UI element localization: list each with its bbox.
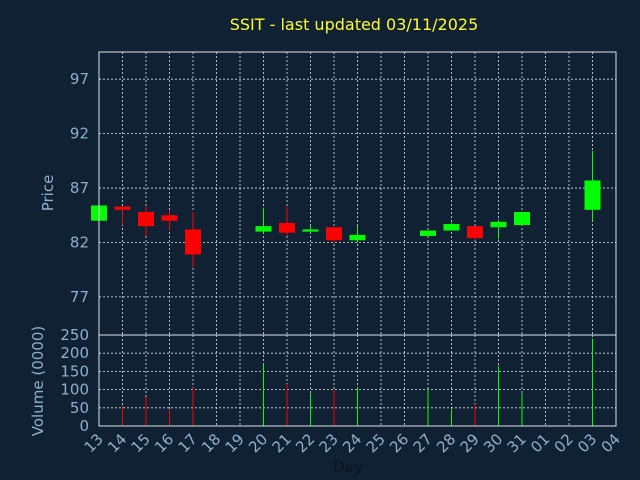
candle-body xyxy=(584,180,601,210)
x-tick-label: 28 xyxy=(433,430,459,456)
x-tick-label: 21 xyxy=(269,430,295,456)
x-tick-label: 17 xyxy=(175,430,201,456)
volume-plot-frame xyxy=(98,334,617,427)
candle-body xyxy=(255,226,272,232)
x-tick-label: 27 xyxy=(410,430,436,456)
x-tick-label: 25 xyxy=(363,430,389,456)
price-tick-label: 97 xyxy=(70,70,89,88)
x-tick-label: 16 xyxy=(151,430,177,456)
candle-body xyxy=(349,234,366,241)
candle-body xyxy=(279,222,295,233)
x-tick-label: 04 xyxy=(598,430,624,456)
x-tick-label: 18 xyxy=(198,430,224,456)
candle-body xyxy=(161,215,178,221)
x-tick-label: 23 xyxy=(316,430,342,456)
candle-body xyxy=(138,212,154,227)
price-panel: 77 82 87 92 97 xyxy=(70,51,617,336)
x-tick-label: 15 xyxy=(128,430,154,456)
x-tick-label: 19 xyxy=(222,430,248,456)
x-tick-label: 31 xyxy=(504,430,530,456)
price-tick-label: 82 xyxy=(70,233,89,251)
candle-body xyxy=(326,227,342,241)
x-tick-label: 24 xyxy=(339,430,365,456)
price-y-ticks: 77 82 87 92 97 xyxy=(70,70,89,306)
candle-body xyxy=(443,223,460,231)
candle-body xyxy=(185,229,201,255)
price-tick-label: 87 xyxy=(70,179,89,197)
volume-tick-label: 150 xyxy=(60,362,89,380)
candle-body xyxy=(490,221,507,228)
volume-tick-label: 100 xyxy=(60,381,89,399)
volume-tick-label: 50 xyxy=(70,399,89,417)
volume-axis-label: Volume (0000) xyxy=(29,326,47,436)
price-tick-label: 77 xyxy=(70,288,89,306)
candle-body xyxy=(514,212,530,226)
x-axis-label: Day xyxy=(333,458,363,476)
candle-body xyxy=(302,229,319,232)
candle-body xyxy=(114,206,131,210)
volume-tick-label: 0 xyxy=(79,417,89,435)
x-tick-label: 02 xyxy=(551,430,577,456)
x-ticks: 1314151617181920212223242526272829303101… xyxy=(81,430,624,456)
candles xyxy=(91,151,601,268)
x-tick-label: 03 xyxy=(574,430,600,456)
x-tick-label: 22 xyxy=(292,430,318,456)
price-grid xyxy=(98,52,617,335)
x-tick-label: 26 xyxy=(386,430,412,456)
candle-body xyxy=(420,230,436,236)
volume-tick-label: 250 xyxy=(60,326,89,344)
x-tick-label: 29 xyxy=(457,430,483,456)
x-tick-label: 14 xyxy=(104,430,130,456)
candle-body xyxy=(467,226,483,239)
x-tick-label: 30 xyxy=(480,430,506,456)
price-axis-label: Price xyxy=(39,175,57,212)
volume-bars xyxy=(98,338,593,426)
x-tick-label: 20 xyxy=(245,430,271,456)
x-tick-label: 01 xyxy=(527,430,553,456)
price-tick-label: 92 xyxy=(70,125,89,143)
volume-tick-label: 200 xyxy=(60,344,89,362)
chart-title: SSIT - last updated 03/11/2025 xyxy=(230,15,479,34)
